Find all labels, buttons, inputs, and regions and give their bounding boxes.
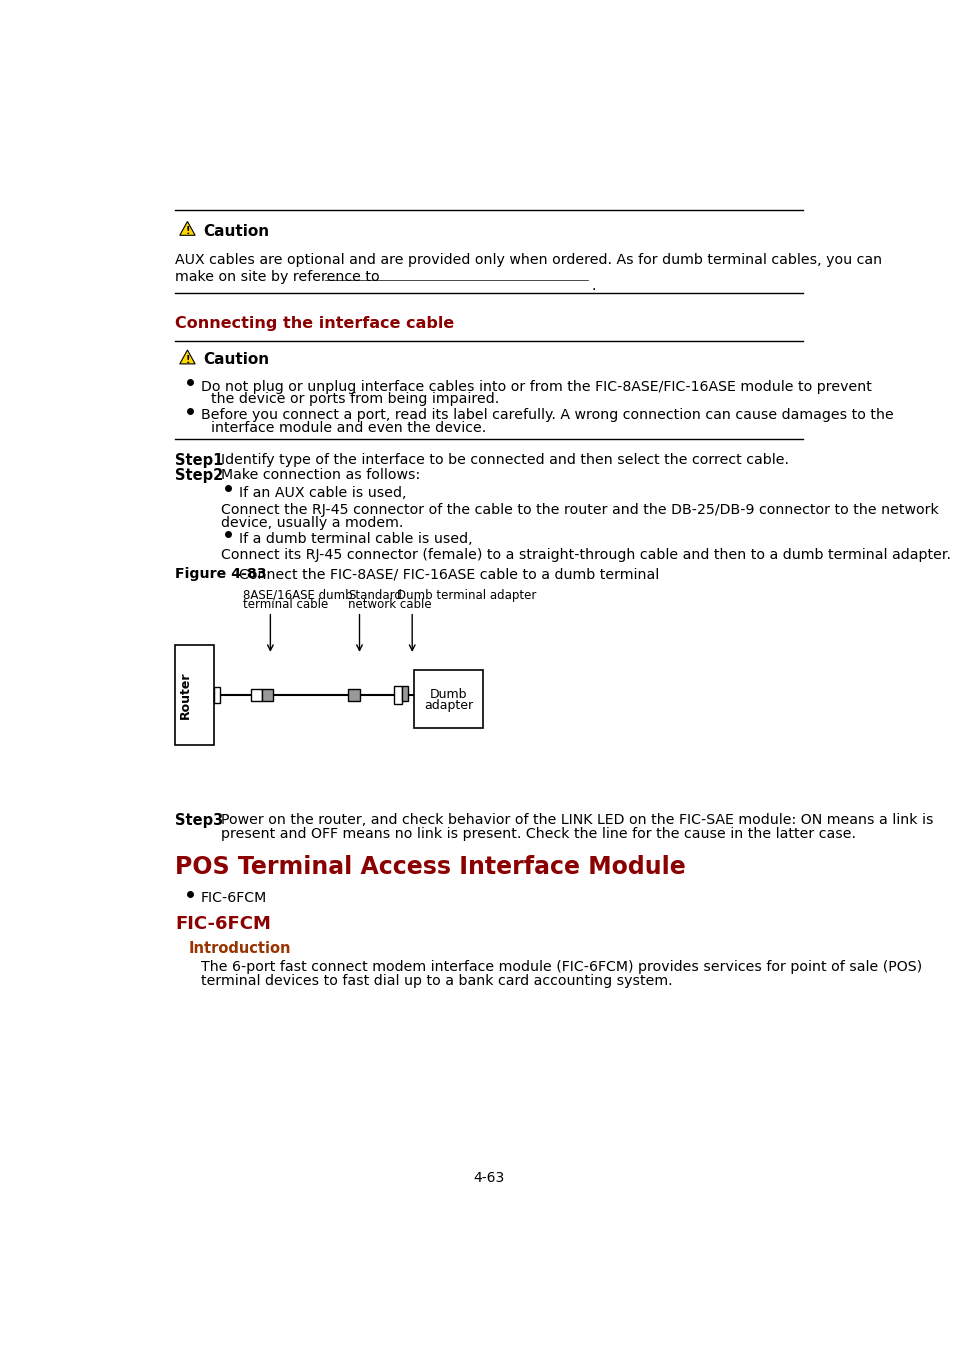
- Polygon shape: [179, 350, 195, 365]
- Bar: [414, 670, 483, 728]
- Text: Step3: Step3: [174, 813, 223, 828]
- Text: interface module and even the device.: interface module and even the device.: [211, 421, 485, 435]
- Text: Step2: Step2: [174, 468, 223, 483]
- Bar: [261, 688, 273, 701]
- Text: device, usually a modem.: device, usually a modem.: [220, 516, 403, 531]
- Text: terminal cable: terminal cable: [243, 598, 328, 610]
- Text: The 6-port fast connect modem interface module (FIC-6FCM) provides services for : The 6-port fast connect modem interface …: [200, 960, 921, 973]
- Text: !: !: [185, 227, 190, 236]
- Text: If an AUX cable is used,: If an AUX cable is used,: [238, 486, 406, 500]
- Text: Connecting the interface cable: Connecting the interface cable: [174, 316, 454, 331]
- Text: 8ASE/16ASE dumb: 8ASE/16ASE dumb: [243, 589, 353, 602]
- Bar: [174, 645, 213, 745]
- Bar: [402, 686, 408, 701]
- Text: FIC-6FCM: FIC-6FCM: [200, 891, 267, 906]
- Text: Power on the router, and check behavior of the LINK LED on the FIC-SAE module: O: Power on the router, and check behavior …: [220, 813, 932, 826]
- Bar: [348, 688, 360, 701]
- Text: adapter: adapter: [424, 699, 473, 711]
- Text: Step1: Step1: [174, 454, 223, 468]
- Bar: [251, 688, 261, 701]
- Bar: [213, 687, 220, 702]
- Text: POS Terminal Access Interface Module: POS Terminal Access Interface Module: [174, 855, 685, 879]
- Text: Identify type of the interface to be connected and then select the correct cable: Identify type of the interface to be con…: [220, 454, 788, 467]
- Text: terminal devices to fast dial up to a bank card accounting system.: terminal devices to fast dial up to a ba…: [200, 975, 672, 988]
- Text: the device or ports from being impaired.: the device or ports from being impaired.: [211, 393, 498, 406]
- Text: make on site by reference to: make on site by reference to: [174, 270, 379, 284]
- Text: Before you connect a port, read its label carefully. A wrong connection can caus: Before you connect a port, read its labe…: [200, 409, 892, 423]
- Text: Connect its RJ-45 connector (female) to a straight-through cable and then to a d: Connect its RJ-45 connector (female) to …: [220, 548, 950, 562]
- Text: Router: Router: [178, 671, 192, 718]
- Text: Dumb: Dumb: [430, 687, 467, 701]
- Text: 4-63: 4-63: [473, 1170, 504, 1185]
- Text: Connect the RJ-45 connector of the cable to the router and the DB-25/DB-9 connec: Connect the RJ-45 connector of the cable…: [220, 504, 938, 517]
- Text: present and OFF means no link is present. Check the line for the cause in the la: present and OFF means no link is present…: [220, 826, 855, 841]
- Text: Introduction: Introduction: [189, 941, 292, 956]
- Text: Dumb terminal adapter: Dumb terminal adapter: [396, 589, 536, 602]
- Polygon shape: [179, 221, 195, 235]
- Text: Do not plug or unplug interface cables into or from the FIC-8ASE/FIC-16ASE modul: Do not plug or unplug interface cables i…: [200, 379, 871, 394]
- Text: If a dumb terminal cable is used,: If a dumb terminal cable is used,: [238, 532, 472, 545]
- Text: Caution: Caution: [203, 352, 269, 367]
- Text: Standard: Standard: [348, 589, 401, 602]
- Text: network cable: network cable: [348, 598, 431, 610]
- Text: Connect the FIC-8ASE/ FIC-16ASE cable to a dumb terminal: Connect the FIC-8ASE/ FIC-16ASE cable to…: [239, 567, 659, 580]
- Bar: [394, 686, 402, 705]
- Text: Caution: Caution: [203, 224, 269, 239]
- Text: Figure 4-83: Figure 4-83: [174, 567, 267, 580]
- Text: AUX cables are optional and are provided only when ordered. As for dumb terminal: AUX cables are optional and are provided…: [174, 252, 882, 267]
- Text: .: .: [592, 279, 596, 293]
- Text: !: !: [185, 355, 190, 364]
- Text: FIC-6FCM: FIC-6FCM: [174, 915, 271, 933]
- Text: Make connection as follows:: Make connection as follows:: [220, 468, 419, 482]
